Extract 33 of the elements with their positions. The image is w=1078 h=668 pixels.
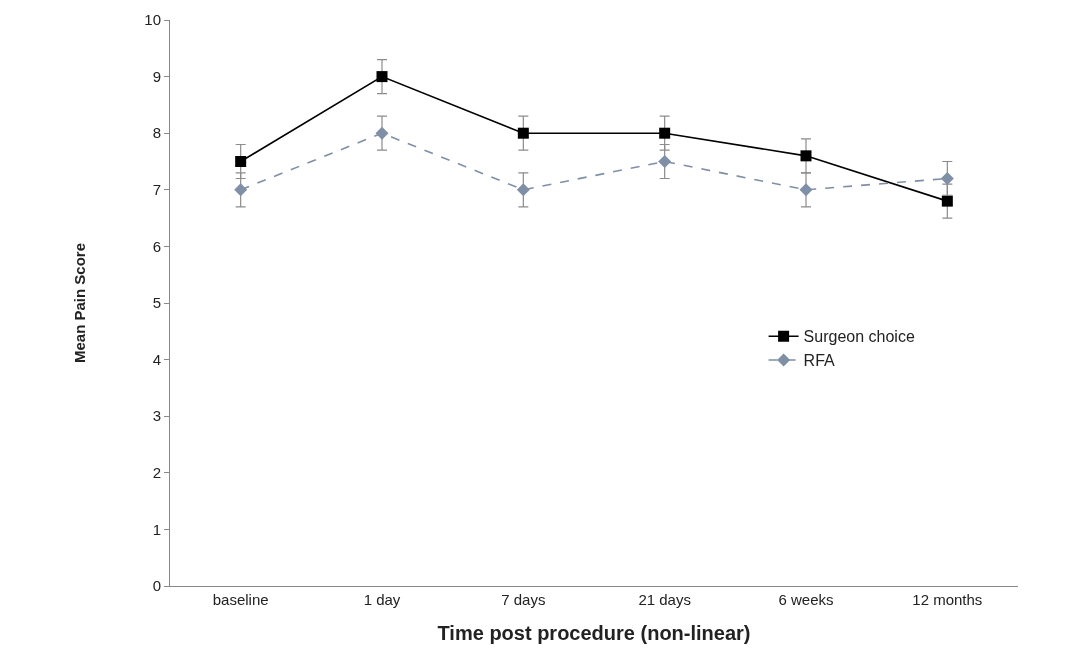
y-tick-label: 4 [152, 350, 161, 368]
point [234, 183, 248, 197]
point [517, 127, 529, 139]
point [658, 155, 672, 168]
y-tick-label: 10 [144, 11, 161, 29]
x-tick-label: 7 days [501, 591, 546, 608]
point [376, 71, 388, 83]
x-tick-label: 12 months [912, 591, 983, 608]
point [799, 183, 813, 197]
x-tick-label: 6 weeks [778, 591, 834, 608]
y-tick-label: 9 [152, 67, 161, 85]
x-tick-label: baseline [212, 591, 269, 608]
point [800, 150, 812, 162]
x-tick-label: 1 day [363, 591, 401, 608]
y-tick-label: 8 [152, 124, 161, 142]
point [659, 127, 671, 139]
point [516, 183, 530, 197]
y-tick-label: 1 [152, 520, 161, 538]
legend-label: Surgeon choice [803, 328, 915, 346]
y-tick-label: 2 [152, 464, 161, 482]
legend-label: RFA [803, 352, 836, 370]
y-axis-title: Mean Pain Score [70, 242, 88, 364]
point [375, 126, 389, 140]
x-tick-label: 21 days [638, 591, 691, 608]
point [940, 171, 954, 185]
x-axis-title: Time post procedure (non-linear) [437, 621, 751, 644]
y-tick-label: 3 [152, 407, 161, 425]
y-tick-label: 0 [152, 577, 161, 595]
y-tick-label: 7 [152, 181, 161, 199]
y-tick-label: 6 [152, 237, 161, 255]
point [235, 156, 247, 167]
point [941, 195, 953, 207]
y-tick-label: 5 [152, 294, 161, 312]
